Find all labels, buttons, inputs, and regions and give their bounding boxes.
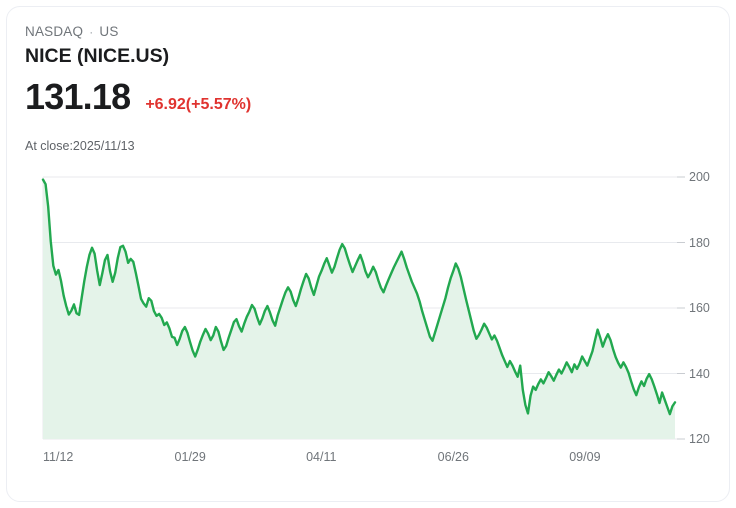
price-change: +6.92(+5.57%) [145, 96, 252, 113]
x-axis-tick-label: 04/11 [306, 450, 337, 464]
x-axis-tick-label: 09/09 [569, 450, 601, 464]
page-title: NICE (NICE.US) [25, 45, 170, 68]
quote-header: NASDAQ · US NICE (NICE.US) [25, 23, 625, 70]
chart-gridlines [42, 176, 677, 440]
chart-line [41, 178, 677, 416]
chart-area-fill [43, 179, 675, 439]
price-value: 131.18 [25, 76, 131, 117]
exchange-row: NASDAQ · US [25, 23, 625, 41]
y-axis-tick-label: 160 [689, 301, 710, 315]
x-axis-tick-label: 06/26 [437, 450, 469, 464]
quote-card: NASDAQ · US NICE (NICE.US) 131.18 +6.92(+5… [6, 6, 730, 502]
y-axis-tick-label: 120 [689, 432, 710, 446]
exchange-name: NASDAQ [25, 24, 84, 39]
price-row: 131.18 +6.92(+5.57%) [25, 75, 251, 119]
y-axis-tick-label: 140 [689, 366, 710, 381]
y-axis-tick-label: 180 [689, 235, 710, 250]
region-label: US [99, 24, 119, 39]
x-axis-tick-label: 01/29 [174, 450, 206, 464]
chart-y-tick-marks [677, 176, 685, 440]
at-close-status: At close:2025/11/13 [25, 139, 135, 153]
separator-dot: · [89, 25, 94, 40]
y-axis-tick-label: 200 [689, 170, 710, 184]
x-axis-tick-label: 11/12 [43, 450, 74, 464]
